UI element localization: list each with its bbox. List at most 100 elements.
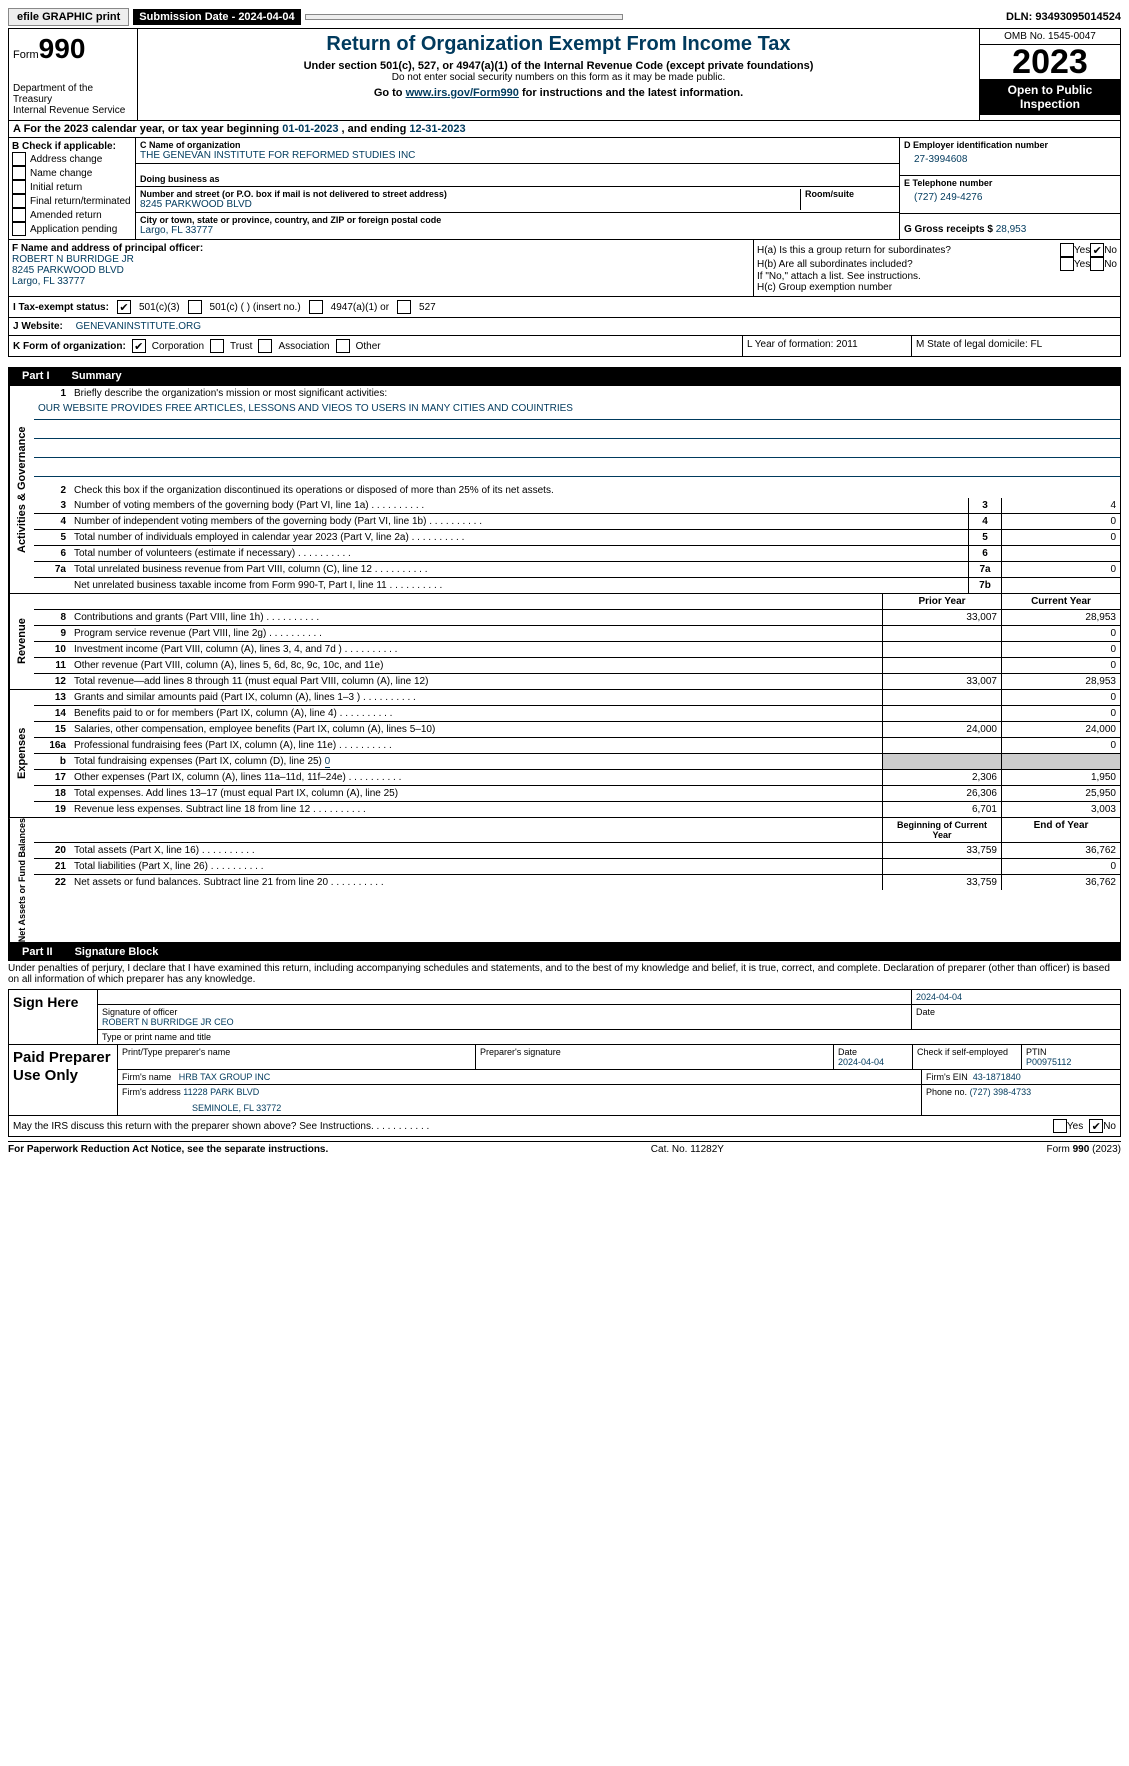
- ck-trust[interactable]: [210, 339, 224, 353]
- l22-text: Net assets or fund balances. Subtract li…: [70, 875, 882, 890]
- checkbox[interactable]: [12, 152, 26, 166]
- l19-text: Revenue less expenses. Subtract line 18 …: [70, 802, 882, 817]
- hb-yes-ck[interactable]: [1060, 257, 1074, 271]
- dln: DLN: 93493095014524: [1006, 11, 1121, 23]
- no: No: [1103, 1121, 1116, 1132]
- checkbox[interactable]: [12, 222, 26, 236]
- ha-label: H(a) Is this a group return for subordin…: [757, 245, 1060, 256]
- ptin-h: PTIN: [1026, 1047, 1116, 1057]
- checkbox[interactable]: [12, 194, 26, 208]
- open-inspection: Open to Public Inspection: [980, 79, 1120, 115]
- opt-527: 527: [419, 302, 436, 313]
- section-bcd: B Check if applicable: Address change Na…: [8, 138, 1121, 240]
- gov-body: 1Briefly describe the organization's mis…: [34, 386, 1120, 593]
- mission-blank1: [34, 420, 1120, 439]
- sign-label: Sign Here: [9, 990, 97, 1044]
- p14: [882, 706, 1001, 721]
- c22: 36,762: [1001, 875, 1120, 890]
- i-label: I Tax-exempt status:: [13, 302, 109, 313]
- ck-corp[interactable]: ✔: [132, 339, 146, 353]
- opt-initial: Initial return: [30, 182, 82, 193]
- line-3: 3Number of voting members of the governi…: [34, 498, 1120, 514]
- line-18: 18Total expenses. Add lines 13–17 (must …: [34, 786, 1120, 802]
- may-irs-row: May the IRS discuss this return with the…: [8, 1116, 1121, 1137]
- discuss-yes[interactable]: [1053, 1119, 1067, 1133]
- org-name-cell: C Name of organization THE GENEVAN INSTI…: [136, 138, 899, 164]
- k-left: K Form of organization: ✔Corporation Tru…: [9, 336, 742, 356]
- section-h: H(a) Is this a group return for subordin…: [754, 240, 1120, 296]
- ck-assoc[interactable]: [258, 339, 272, 353]
- yes: Yes: [1067, 1121, 1083, 1132]
- ck-4947[interactable]: [309, 300, 323, 314]
- k-label: K Form of organization:: [13, 341, 126, 352]
- website[interactable]: GENEVANINSTITUTE.ORG: [76, 321, 201, 332]
- blank-bar: [305, 14, 623, 20]
- line-11: 11Other revenue (Part VIII, column (A), …: [34, 658, 1120, 674]
- prep-name: Print/Type preparer's name: [118, 1045, 476, 1069]
- part1-bar: Part I Summary: [8, 367, 1121, 385]
- room-label: Room/suite: [805, 189, 895, 199]
- sig-empty: [97, 990, 911, 1005]
- gross-label: G Gross receipts $: [904, 224, 996, 235]
- l12-text: Total revenue—add lines 8 through 11 (mu…: [70, 674, 882, 689]
- ck-other[interactable]: [336, 339, 350, 353]
- paid-body: Print/Type preparer's name Preparer's si…: [117, 1045, 1120, 1115]
- fr-form: 990: [1073, 1144, 1090, 1155]
- form-id: Form990: [13, 33, 133, 65]
- city-label: City or town, state or province, country…: [140, 215, 895, 225]
- phone-cell: E Telephone number (727) 249-4276: [900, 176, 1120, 214]
- goto-pre: Go to: [374, 87, 406, 99]
- officer-name-sig: ROBERT N BURRIDGE JR CEO: [102, 1017, 907, 1027]
- line-6: 6Total number of volunteers (estimate if…: [34, 546, 1120, 562]
- irs-link[interactable]: www.irs.gov/Form990: [406, 87, 519, 99]
- l17-text: Other expenses (Part IX, column (A), lin…: [70, 770, 882, 785]
- name-label: C Name of organization: [140, 140, 895, 150]
- opt-amended: Amended return: [30, 210, 102, 221]
- tax-year: 2023: [980, 45, 1120, 79]
- addr-cell: Number and street (or P.O. box if mail i…: [136, 187, 899, 213]
- firm-name: Firm's name HRB TAX GROUP INC: [118, 1070, 922, 1084]
- l6-text: Total number of volunteers (estimate if …: [70, 546, 968, 561]
- form-header: Form990 Department of the Treasury Inter…: [8, 28, 1121, 121]
- l21-text: Total liabilities (Part X, line 26): [70, 859, 882, 874]
- footer: For Paperwork Reduction Act Notice, see …: [8, 1141, 1121, 1155]
- v7b: [1001, 578, 1120, 593]
- ck-527[interactable]: [397, 300, 411, 314]
- hb-no-ck[interactable]: [1090, 257, 1104, 271]
- c21: 0: [1001, 859, 1120, 874]
- l16b-pre: Total fundraising expenses (Part IX, col…: [74, 756, 325, 767]
- opt-assoc: Association: [278, 341, 329, 352]
- efile-button[interactable]: efile GRAPHIC print: [8, 8, 129, 26]
- checkbox[interactable]: [12, 166, 26, 180]
- type-label: Type or print name and title: [97, 1030, 1120, 1044]
- paid-row3: Firm's address 11228 PARK BLVD SEMINOLE,…: [118, 1085, 1120, 1115]
- l2-span: Check this box if the organization disco…: [74, 485, 554, 496]
- dept-treasury: Department of the Treasury: [13, 83, 133, 105]
- section-f: F Name and address of principal officer:…: [8, 240, 1121, 297]
- l7b-text: Net unrelated business taxable income fr…: [70, 578, 968, 593]
- ck-501c[interactable]: [188, 300, 202, 314]
- dba-cell: Doing business as: [136, 164, 899, 187]
- p19: 6,701: [882, 802, 1001, 817]
- l13-text: Grants and similar amounts paid (Part IX…: [70, 690, 882, 705]
- discuss-no[interactable]: ✔: [1089, 1119, 1103, 1133]
- ha-no-ck[interactable]: ✔: [1090, 243, 1104, 257]
- checkbox[interactable]: [12, 180, 26, 194]
- p13: [882, 690, 1001, 705]
- officer-label: F Name and address of principal officer:: [12, 243, 750, 254]
- c14: 0: [1001, 706, 1120, 721]
- ha-yes-ck[interactable]: [1060, 243, 1074, 257]
- fr-pre: Form: [1047, 1144, 1073, 1155]
- v3: 4: [1001, 498, 1120, 513]
- ck-501c3[interactable]: ✔: [117, 300, 131, 314]
- line-21: 21Total liabilities (Part X, line 26)0: [34, 859, 1120, 875]
- firm-ein: Firm's EIN 43-1871840: [922, 1070, 1120, 1084]
- firm-label: Firm's name: [122, 1072, 171, 1082]
- year-begin: 01-01-2023: [282, 123, 338, 135]
- state-domicile: M State of legal domicile: FL: [911, 336, 1120, 356]
- header-right: OMB No. 1545-0047 2023 Open to Public In…: [979, 29, 1120, 120]
- ha-row: H(a) Is this a group return for subordin…: [757, 243, 1117, 257]
- prior-year: Prior Year: [882, 594, 1001, 609]
- hb-row: H(b) Are all subordinates included? Yes …: [757, 257, 1117, 271]
- checkbox[interactable]: [12, 208, 26, 222]
